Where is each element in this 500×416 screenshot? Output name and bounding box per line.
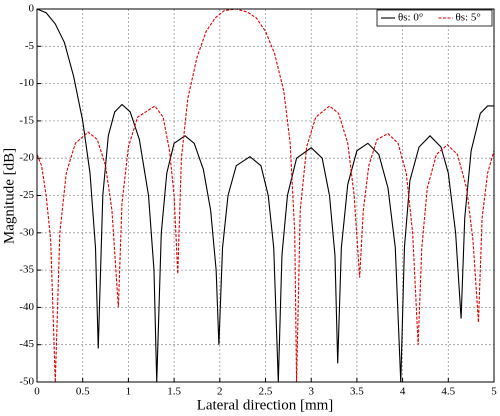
legend-label: θs: 0° <box>398 12 423 24</box>
y-tick-label: -30 <box>19 226 34 238</box>
y-tick-label: -50 <box>19 376 34 388</box>
data-line <box>37 9 494 382</box>
legend-box <box>376 9 493 27</box>
y-tick-label: -20 <box>19 152 34 164</box>
x-tick-label: 5 <box>491 386 497 398</box>
y-tick-label: -45 <box>19 338 34 350</box>
legend-label: θs: 5° <box>456 12 481 24</box>
y-axis-title: Magnitude [dB] <box>1 148 17 244</box>
y-tick-label: -40 <box>19 301 34 313</box>
x-tick-label: 0.5 <box>76 386 90 398</box>
x-tick-label: 3 <box>308 386 314 398</box>
x-tick-label: 4 <box>400 386 406 398</box>
y-tick-label: -35 <box>19 264 34 276</box>
data-line <box>37 9 494 382</box>
y-tick-label: -10 <box>19 77 34 89</box>
x-tick-label: 1 <box>126 386 132 398</box>
y-tick-label: -15 <box>19 114 34 126</box>
plot-frame <box>36 8 495 383</box>
x-tick-label: 2 <box>217 386 223 398</box>
y-tick-label: 0 <box>29 3 35 15</box>
x-tick-label: 0 <box>34 386 40 398</box>
x-tick-label: 1.5 <box>167 386 181 398</box>
x-tick-label: 3.5 <box>350 386 364 398</box>
y-tick-label: -5 <box>25 40 35 52</box>
x-tick-label: 2.5 <box>259 386 273 398</box>
y-tick-label: -25 <box>19 189 34 201</box>
x-tick-label: 4.5 <box>441 386 455 398</box>
x-axis-title: Lateral direction [mm] <box>197 397 334 413</box>
